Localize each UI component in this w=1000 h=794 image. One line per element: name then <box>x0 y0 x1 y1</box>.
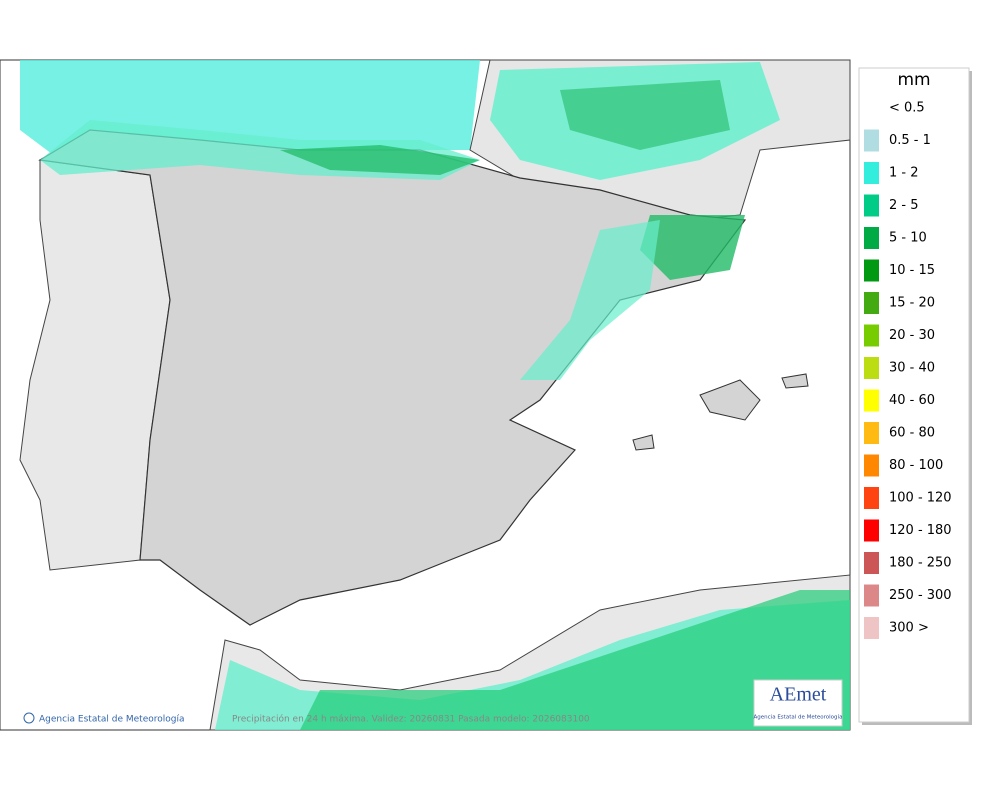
legend-label: 40 - 60 <box>889 393 935 408</box>
precip-area <box>280 145 480 175</box>
legend-label: 180 - 250 <box>889 556 952 571</box>
legend-label: 15 - 20 <box>889 296 935 311</box>
legend-swatch <box>864 194 879 217</box>
legend-label: 2 - 5 <box>889 198 919 213</box>
legend-label: 1 - 2 <box>889 166 919 181</box>
legend-swatch <box>864 324 879 347</box>
copyright-text: Agencia Estatal de Meteorología <box>39 715 185 725</box>
legend-swatch <box>864 617 879 639</box>
legend-swatch <box>864 454 879 477</box>
legend-label: 120 - 180 <box>889 523 952 538</box>
legend: mm < 0.5 0.5 - 1 1 - 2 2 - 5 5 - 10 10 - 15 15… <box>858 67 972 725</box>
precip-area <box>300 590 850 730</box>
legend-swatch <box>864 487 879 509</box>
land-islands <box>699 379 761 421</box>
legend-swatch <box>864 422 879 444</box>
legend-label: 10 - 15 <box>889 263 935 278</box>
legend-swatch <box>864 357 879 379</box>
legend-label: 80 - 100 <box>889 458 943 473</box>
legend-swatch <box>864 259 879 282</box>
logo-subtitle: Agencia Estatal de Meteorología <box>754 714 843 721</box>
legend-swatch <box>864 389 879 412</box>
logo-box <box>753 679 843 727</box>
legend-label: 250 - 300 <box>889 588 952 603</box>
legend-swatch <box>864 292 879 314</box>
copyright-icon <box>23 712 35 724</box>
map-caption: Precipitación en 24 h máxima. Validez: 2… <box>232 714 590 725</box>
logo-name: AEmet <box>770 684 827 706</box>
legend-label: 0.5 - 1 <box>889 133 931 148</box>
legend-label: 30 - 40 <box>889 361 935 376</box>
legend-label: 60 - 80 <box>889 426 935 441</box>
legend-swatch <box>864 129 879 152</box>
legend-swatch <box>864 227 879 249</box>
precip-area <box>560 80 730 150</box>
legend-swatch <box>864 519 879 542</box>
legend-swatch <box>864 162 879 184</box>
legend-swatch <box>864 584 879 607</box>
land-islands <box>781 373 809 389</box>
legend-label: 5 - 10 <box>889 231 927 246</box>
land-islands <box>632 434 655 451</box>
legend-label: < 0.5 <box>889 101 925 116</box>
legend-swatch <box>864 552 879 574</box>
precip-area <box>520 220 660 380</box>
legend-label: 20 - 30 <box>889 328 935 343</box>
legend-label: 100 - 120 <box>889 491 952 506</box>
legend-label: 300 > <box>889 621 929 636</box>
legend-title: mm <box>897 70 930 90</box>
map: Agencia Estatal de Meteorología Precipit… <box>0 59 851 731</box>
precip-area <box>640 215 745 280</box>
